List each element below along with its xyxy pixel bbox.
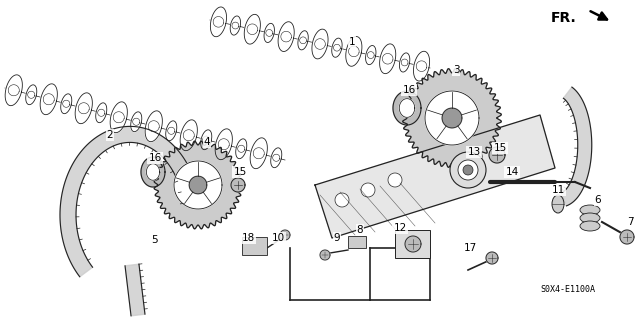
Polygon shape: [393, 91, 421, 125]
Polygon shape: [442, 108, 462, 128]
Polygon shape: [60, 126, 199, 277]
Polygon shape: [96, 103, 107, 123]
Polygon shape: [320, 250, 330, 260]
Polygon shape: [312, 29, 328, 59]
Polygon shape: [215, 129, 232, 160]
Polygon shape: [403, 69, 501, 167]
Ellipse shape: [580, 205, 600, 215]
Polygon shape: [211, 7, 227, 37]
Circle shape: [450, 152, 486, 188]
Text: 8: 8: [356, 225, 364, 235]
Ellipse shape: [552, 195, 564, 213]
Polygon shape: [380, 44, 396, 74]
Text: 5: 5: [152, 235, 158, 245]
Circle shape: [463, 165, 473, 175]
Bar: [348, 236, 366, 248]
Polygon shape: [145, 111, 163, 142]
Text: 6: 6: [595, 195, 602, 205]
Text: 14: 14: [506, 167, 518, 177]
Text: 15: 15: [234, 167, 246, 177]
Text: 16: 16: [148, 153, 162, 163]
Polygon shape: [486, 252, 498, 264]
Polygon shape: [280, 230, 290, 240]
Text: 10: 10: [271, 233, 285, 243]
Polygon shape: [147, 164, 159, 180]
Text: 1: 1: [349, 37, 355, 47]
Text: S0X4-E1100A: S0X4-E1100A: [540, 286, 595, 294]
Polygon shape: [271, 148, 282, 168]
Text: 7: 7: [627, 217, 634, 227]
Circle shape: [361, 183, 375, 197]
Polygon shape: [141, 157, 165, 187]
Text: FR.: FR.: [550, 11, 576, 25]
Polygon shape: [561, 87, 592, 206]
Text: 3: 3: [452, 65, 460, 75]
Polygon shape: [244, 14, 260, 44]
Polygon shape: [154, 141, 242, 229]
Polygon shape: [405, 236, 421, 252]
Polygon shape: [399, 53, 410, 72]
Polygon shape: [399, 99, 415, 117]
Text: 18: 18: [241, 233, 255, 243]
Polygon shape: [189, 176, 207, 194]
Polygon shape: [26, 85, 36, 105]
Polygon shape: [231, 178, 245, 192]
Polygon shape: [40, 84, 58, 115]
Text: 12: 12: [394, 223, 406, 233]
Text: 2: 2: [107, 130, 113, 140]
Polygon shape: [278, 22, 294, 51]
Polygon shape: [346, 36, 362, 66]
Polygon shape: [264, 23, 275, 42]
Polygon shape: [413, 51, 429, 81]
Polygon shape: [131, 112, 142, 132]
Polygon shape: [489, 147, 505, 163]
Polygon shape: [110, 102, 127, 133]
Circle shape: [458, 160, 478, 180]
Ellipse shape: [580, 213, 600, 223]
Polygon shape: [201, 130, 212, 150]
Polygon shape: [180, 120, 197, 151]
Polygon shape: [166, 121, 177, 141]
Text: 16: 16: [403, 85, 415, 95]
Text: 17: 17: [463, 243, 477, 253]
Polygon shape: [298, 31, 308, 50]
Text: 15: 15: [493, 143, 507, 153]
Polygon shape: [174, 161, 222, 209]
Text: 13: 13: [467, 147, 481, 157]
Polygon shape: [332, 38, 342, 57]
Polygon shape: [75, 93, 92, 124]
Ellipse shape: [580, 221, 600, 231]
Polygon shape: [125, 264, 145, 316]
Text: 9: 9: [333, 233, 340, 243]
Bar: [242, 237, 267, 255]
Polygon shape: [365, 46, 376, 65]
Text: 11: 11: [552, 185, 564, 195]
Polygon shape: [315, 115, 555, 238]
Circle shape: [388, 173, 402, 187]
Polygon shape: [425, 91, 479, 145]
Circle shape: [335, 193, 349, 207]
Bar: [395, 230, 430, 258]
Polygon shape: [250, 138, 268, 169]
Polygon shape: [230, 16, 241, 35]
Polygon shape: [620, 230, 634, 244]
Text: 4: 4: [204, 137, 211, 147]
Polygon shape: [236, 139, 247, 159]
Polygon shape: [61, 94, 72, 114]
Polygon shape: [5, 75, 22, 106]
